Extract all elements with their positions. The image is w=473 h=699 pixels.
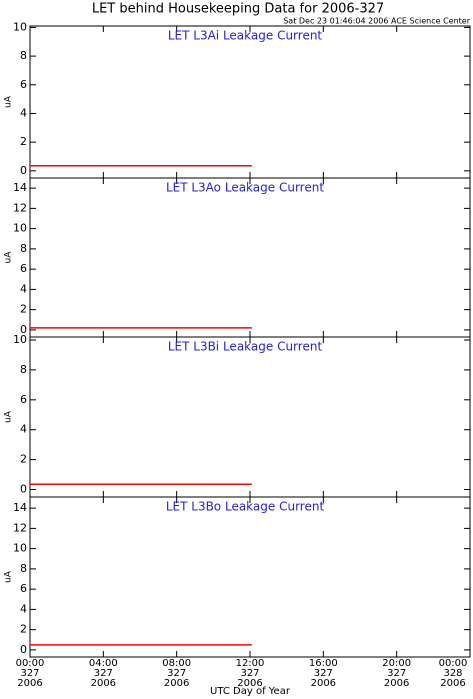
y-axis-label: uA [4, 251, 14, 264]
panel-title: LET L3Ao Leakage Current [166, 181, 324, 195]
y-tick-label: 10 [13, 20, 27, 33]
panel-title: LET L3Ai Leakage Current [168, 29, 323, 43]
panel-frame [29, 336, 471, 498]
y-tick-label: 4 [20, 282, 27, 295]
page-title: LET behind Housekeeping Data for 2006-32… [92, 2, 384, 17]
y-tick-label: 0 [20, 323, 27, 336]
panel-title: LET L3Bo Leakage Current [166, 500, 325, 514]
y-tick-label: 0 [20, 164, 27, 177]
x-tick-label: 08:00 327 2006 [162, 658, 192, 689]
y-tick-label: 10 [13, 222, 27, 235]
y-tick-label: 8 [20, 562, 27, 575]
y-tick-label: 10 [13, 333, 27, 346]
y-tick-label: 8 [20, 242, 27, 255]
panel-frame [29, 177, 471, 338]
y-tick-label: 4 [20, 106, 27, 119]
y-tick-label: 2 [20, 303, 27, 316]
y-tick-label: 10 [13, 542, 27, 555]
y-tick-label: 14 [13, 181, 27, 194]
y-axis-label: uA [4, 410, 14, 423]
panel-frame [29, 496, 471, 658]
y-tick-label: 6 [20, 262, 27, 275]
y-tick-label: 2 [20, 135, 27, 148]
y-tick-label: 12 [13, 201, 27, 214]
y-tick-label: 0 [20, 643, 27, 656]
panel-title: LET L3Bi Leakage Current [168, 340, 323, 354]
y-tick-label: 2 [20, 623, 27, 636]
page-subtitle: Sat Dec 23 01:46:04 2006 ACE Science Cen… [283, 17, 470, 26]
y-tick-label: 2 [20, 453, 27, 466]
panel-frame [29, 25, 471, 179]
y-tick-label: 8 [20, 363, 27, 376]
x-tick-label: 20:00 327 2006 [382, 658, 412, 689]
x-axis-label: UTC Day of Year [210, 686, 291, 697]
x-tick-label: 00:00 327 2006 [15, 658, 45, 689]
x-tick-label: 00:00 328 2006 [438, 658, 468, 689]
x-tick-label: 16:00 327 2006 [308, 658, 338, 689]
y-tick-label: 0 [20, 483, 27, 496]
y-axis-label: uA [4, 570, 14, 583]
y-tick-label: 8 [20, 49, 27, 62]
y-tick-label: 4 [20, 423, 27, 436]
y-tick-label: 12 [13, 521, 27, 534]
y-axis-label: uA [4, 95, 14, 108]
y-tick-label: 6 [20, 582, 27, 595]
y-tick-label: 6 [20, 393, 27, 406]
x-tick-label: 12:00 327 2006 [235, 658, 265, 689]
y-tick-label: 4 [20, 602, 27, 615]
y-tick-label: 6 [20, 78, 27, 91]
x-tick-label: 04:00 327 2006 [88, 658, 118, 689]
y-tick-label: 14 [13, 501, 27, 514]
